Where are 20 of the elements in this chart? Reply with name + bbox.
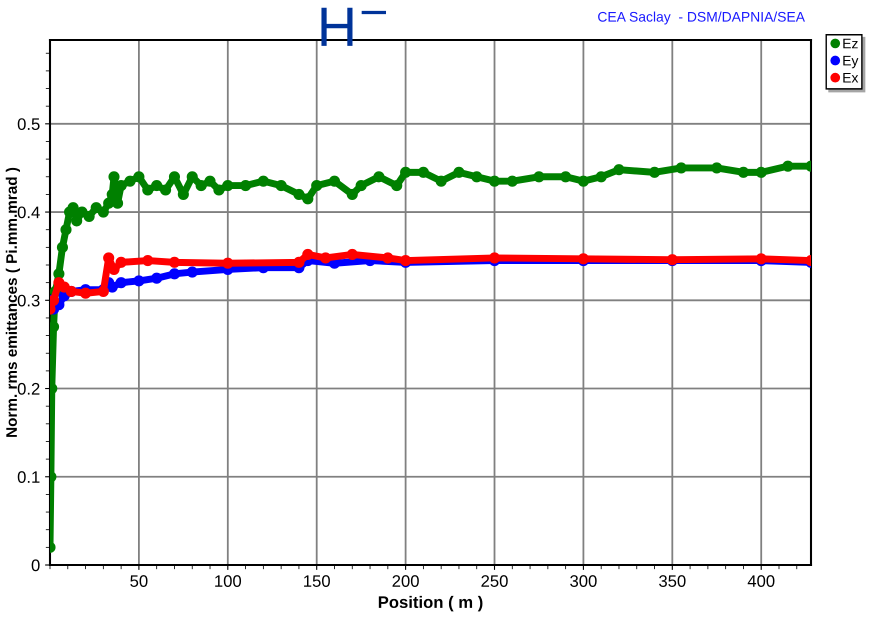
x-tick-label: 300 (570, 575, 597, 587)
y-tick-label: 0.3 (18, 294, 40, 306)
x-axis-title: Position ( m ) (378, 596, 482, 612)
chart-title: H$^{−}$ (321, 8, 386, 46)
y-tick-label: 0.2 (18, 382, 40, 395)
legend-label: Ey (843, 56, 858, 68)
x-tick-label: 350 (659, 575, 686, 587)
x-tick-label: 200 (392, 575, 419, 587)
x-tick-label: 100 (215, 575, 242, 587)
x-tick-label: 400 (748, 575, 774, 587)
y-tick-label: 0.1 (18, 471, 40, 483)
x-tick-label: 50 (130, 575, 148, 587)
y-tick-label: 0.4 (18, 206, 40, 218)
y-tick-label: 0.5 (18, 118, 40, 130)
legend-label: Ez (843, 38, 858, 48)
x-tick-label: 250 (481, 575, 508, 587)
text: CEA Saclay - DSM/DAPNIA/SEA (598, 12, 805, 24)
y-tick-label: 0 (32, 559, 40, 572)
x-tick-label: 150 (304, 575, 330, 587)
legend-label: Ex (843, 72, 858, 83)
